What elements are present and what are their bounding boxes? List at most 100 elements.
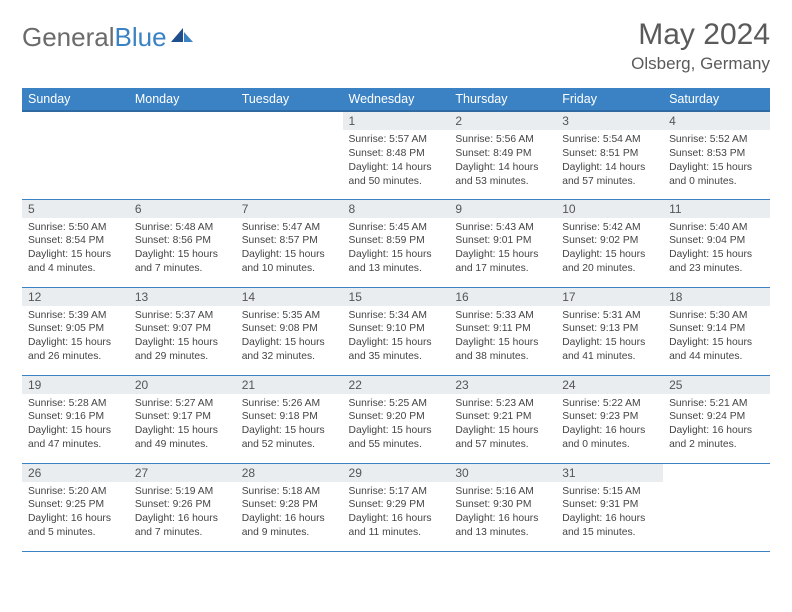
- day-number: 15: [343, 288, 450, 306]
- calendar-cell: 13Sunrise: 5:37 AMSunset: 9:07 PMDayligh…: [129, 287, 236, 375]
- weekday-header: Thursday: [449, 88, 556, 111]
- calendar-cell: 2Sunrise: 5:56 AMSunset: 8:49 PMDaylight…: [449, 111, 556, 199]
- calendar-cell: 26Sunrise: 5:20 AMSunset: 9:25 PMDayligh…: [22, 463, 129, 551]
- day-number: 7: [236, 200, 343, 218]
- calendar-week-row: 12Sunrise: 5:39 AMSunset: 9:05 PMDayligh…: [22, 287, 770, 375]
- calendar-cell: 15Sunrise: 5:34 AMSunset: 9:10 PMDayligh…: [343, 287, 450, 375]
- weekday-header-row: SundayMondayTuesdayWednesdayThursdayFrid…: [22, 88, 770, 111]
- day-number: 16: [449, 288, 556, 306]
- day-details: Sunrise: 5:26 AMSunset: 9:18 PMDaylight:…: [236, 394, 343, 457]
- calendar-cell: 20Sunrise: 5:27 AMSunset: 9:17 PMDayligh…: [129, 375, 236, 463]
- calendar-cell: [22, 111, 129, 199]
- day-number: 18: [663, 288, 770, 306]
- day-number: 22: [343, 376, 450, 394]
- calendar-cell: [663, 463, 770, 551]
- weekday-header: Monday: [129, 88, 236, 111]
- calendar-cell: 22Sunrise: 5:25 AMSunset: 9:20 PMDayligh…: [343, 375, 450, 463]
- calendar-week-row: 1Sunrise: 5:57 AMSunset: 8:48 PMDaylight…: [22, 111, 770, 199]
- month-title: May 2024: [631, 18, 770, 52]
- day-number: 14: [236, 288, 343, 306]
- calendar-cell: 1Sunrise: 5:57 AMSunset: 8:48 PMDaylight…: [343, 111, 450, 199]
- calendar-cell: 10Sunrise: 5:42 AMSunset: 9:02 PMDayligh…: [556, 199, 663, 287]
- calendar-cell: 18Sunrise: 5:30 AMSunset: 9:14 PMDayligh…: [663, 287, 770, 375]
- day-details: Sunrise: 5:22 AMSunset: 9:23 PMDaylight:…: [556, 394, 663, 457]
- day-details: Sunrise: 5:31 AMSunset: 9:13 PMDaylight:…: [556, 306, 663, 369]
- calendar-cell: 8Sunrise: 5:45 AMSunset: 8:59 PMDaylight…: [343, 199, 450, 287]
- calendar-body: 1Sunrise: 5:57 AMSunset: 8:48 PMDaylight…: [22, 111, 770, 551]
- calendar-cell: 14Sunrise: 5:35 AMSunset: 9:08 PMDayligh…: [236, 287, 343, 375]
- calendar-cell: 21Sunrise: 5:26 AMSunset: 9:18 PMDayligh…: [236, 375, 343, 463]
- day-number: 13: [129, 288, 236, 306]
- day-number: 4: [663, 112, 770, 130]
- day-number: 10: [556, 200, 663, 218]
- calendar-cell: 31Sunrise: 5:15 AMSunset: 9:31 PMDayligh…: [556, 463, 663, 551]
- day-details: Sunrise: 5:30 AMSunset: 9:14 PMDaylight:…: [663, 306, 770, 369]
- day-details: Sunrise: 5:23 AMSunset: 9:21 PMDaylight:…: [449, 394, 556, 457]
- day-details: Sunrise: 5:47 AMSunset: 8:57 PMDaylight:…: [236, 218, 343, 281]
- day-number: 5: [22, 200, 129, 218]
- day-details: Sunrise: 5:57 AMSunset: 8:48 PMDaylight:…: [343, 130, 450, 193]
- calendar-week-row: 5Sunrise: 5:50 AMSunset: 8:54 PMDaylight…: [22, 199, 770, 287]
- weekday-header: Wednesday: [343, 88, 450, 111]
- calendar-cell: 9Sunrise: 5:43 AMSunset: 9:01 PMDaylight…: [449, 199, 556, 287]
- day-number: 8: [343, 200, 450, 218]
- day-number: 30: [449, 464, 556, 482]
- day-number: 29: [343, 464, 450, 482]
- day-number: 24: [556, 376, 663, 394]
- day-details: Sunrise: 5:50 AMSunset: 8:54 PMDaylight:…: [22, 218, 129, 281]
- day-details: Sunrise: 5:54 AMSunset: 8:51 PMDaylight:…: [556, 130, 663, 193]
- day-details: Sunrise: 5:37 AMSunset: 9:07 PMDaylight:…: [129, 306, 236, 369]
- weekday-header: Tuesday: [236, 88, 343, 111]
- day-details: Sunrise: 5:56 AMSunset: 8:49 PMDaylight:…: [449, 130, 556, 193]
- calendar-cell: 23Sunrise: 5:23 AMSunset: 9:21 PMDayligh…: [449, 375, 556, 463]
- day-number: 6: [129, 200, 236, 218]
- day-details: Sunrise: 5:34 AMSunset: 9:10 PMDaylight:…: [343, 306, 450, 369]
- calendar-cell: 25Sunrise: 5:21 AMSunset: 9:24 PMDayligh…: [663, 375, 770, 463]
- day-details: Sunrise: 5:18 AMSunset: 9:28 PMDaylight:…: [236, 482, 343, 545]
- calendar-cell: 3Sunrise: 5:54 AMSunset: 8:51 PMDaylight…: [556, 111, 663, 199]
- weekday-header: Sunday: [22, 88, 129, 111]
- day-number: 17: [556, 288, 663, 306]
- weekday-header: Friday: [556, 88, 663, 111]
- logo-sail-icon: [171, 26, 193, 42]
- day-number: 12: [22, 288, 129, 306]
- calendar-cell: 28Sunrise: 5:18 AMSunset: 9:28 PMDayligh…: [236, 463, 343, 551]
- day-number: 25: [663, 376, 770, 394]
- calendar-cell: 11Sunrise: 5:40 AMSunset: 9:04 PMDayligh…: [663, 199, 770, 287]
- day-details: Sunrise: 5:17 AMSunset: 9:29 PMDaylight:…: [343, 482, 450, 545]
- day-number: 26: [22, 464, 129, 482]
- calendar-cell: 19Sunrise: 5:28 AMSunset: 9:16 PMDayligh…: [22, 375, 129, 463]
- day-details: Sunrise: 5:52 AMSunset: 8:53 PMDaylight:…: [663, 130, 770, 193]
- logo: GeneralBlue: [22, 18, 193, 50]
- day-number: 28: [236, 464, 343, 482]
- day-number: 3: [556, 112, 663, 130]
- day-details: Sunrise: 5:19 AMSunset: 9:26 PMDaylight:…: [129, 482, 236, 545]
- logo-text-blue: Blue: [115, 22, 167, 52]
- day-number: 20: [129, 376, 236, 394]
- calendar-cell: [129, 111, 236, 199]
- logo-text-general: General: [22, 22, 115, 52]
- day-details: Sunrise: 5:43 AMSunset: 9:01 PMDaylight:…: [449, 218, 556, 281]
- day-details: Sunrise: 5:21 AMSunset: 9:24 PMDaylight:…: [663, 394, 770, 457]
- day-number: 19: [22, 376, 129, 394]
- calendar-cell: 7Sunrise: 5:47 AMSunset: 8:57 PMDaylight…: [236, 199, 343, 287]
- weekday-header: Saturday: [663, 88, 770, 111]
- calendar-cell: 24Sunrise: 5:22 AMSunset: 9:23 PMDayligh…: [556, 375, 663, 463]
- title-block: May 2024 Olsberg, Germany: [631, 18, 770, 74]
- day-details: Sunrise: 5:48 AMSunset: 8:56 PMDaylight:…: [129, 218, 236, 281]
- day-details: Sunrise: 5:16 AMSunset: 9:30 PMDaylight:…: [449, 482, 556, 545]
- calendar-cell: 30Sunrise: 5:16 AMSunset: 9:30 PMDayligh…: [449, 463, 556, 551]
- calendar-cell: 12Sunrise: 5:39 AMSunset: 9:05 PMDayligh…: [22, 287, 129, 375]
- calendar-cell: 6Sunrise: 5:48 AMSunset: 8:56 PMDaylight…: [129, 199, 236, 287]
- location: Olsberg, Germany: [631, 54, 770, 74]
- calendar-week-row: 26Sunrise: 5:20 AMSunset: 9:25 PMDayligh…: [22, 463, 770, 551]
- day-number: 11: [663, 200, 770, 218]
- day-number: 9: [449, 200, 556, 218]
- day-number: 31: [556, 464, 663, 482]
- day-details: Sunrise: 5:40 AMSunset: 9:04 PMDaylight:…: [663, 218, 770, 281]
- calendar-cell: 4Sunrise: 5:52 AMSunset: 8:53 PMDaylight…: [663, 111, 770, 199]
- header: GeneralBlue May 2024 Olsberg, Germany: [22, 18, 770, 74]
- calendar-cell: 17Sunrise: 5:31 AMSunset: 9:13 PMDayligh…: [556, 287, 663, 375]
- day-details: Sunrise: 5:28 AMSunset: 9:16 PMDaylight:…: [22, 394, 129, 457]
- day-details: Sunrise: 5:20 AMSunset: 9:25 PMDaylight:…: [22, 482, 129, 545]
